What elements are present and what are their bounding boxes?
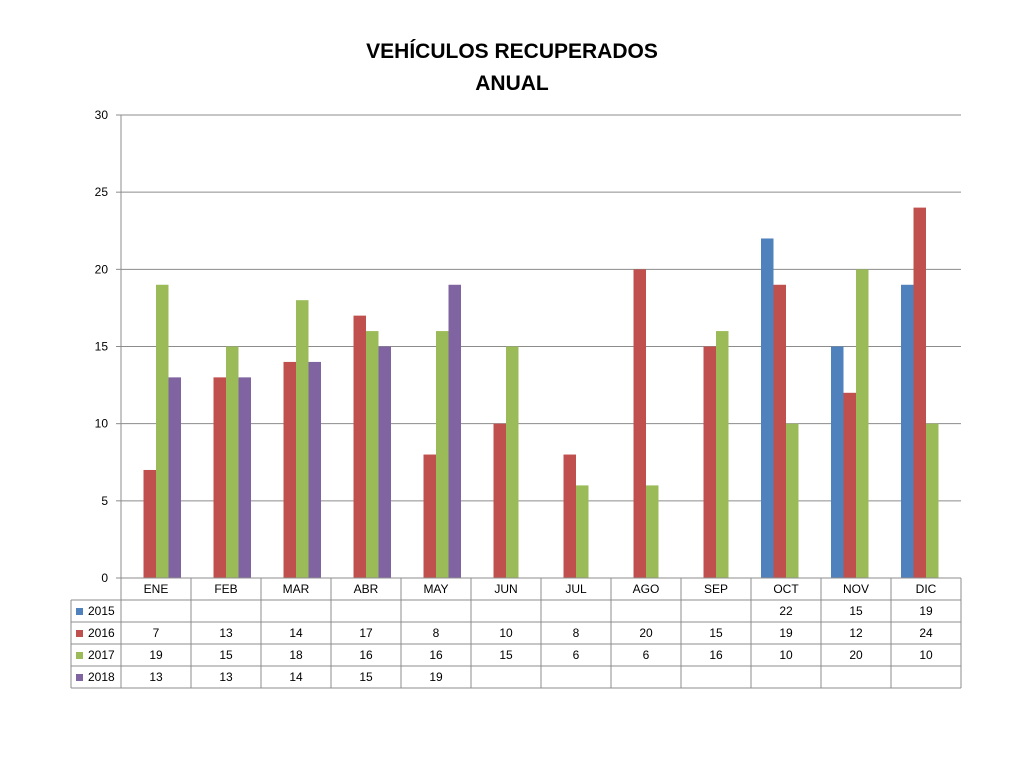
bar-2015-oct [761,238,774,578]
x-tick-label: ENE [144,582,169,596]
bar-2017-mar [296,300,309,578]
data-label: 14 [289,626,303,640]
chart-title-line-1: VEHÍCULOS RECUPERADOS [366,40,658,63]
data-label: 15 [359,670,373,684]
data-label: 15 [499,648,513,662]
bar-2017-abr [366,331,379,578]
bar-2016-mar [283,361,296,578]
x-tick-label: OCT [773,582,799,596]
x-tick-label: DIC [916,582,937,596]
legend-label: 2017 [88,648,115,662]
x-tick-label: MAR [283,582,310,596]
bar-2017-sep [716,331,729,578]
data-label: 10 [919,648,933,662]
data-label: 24 [919,626,933,640]
x-tick-label: ABR [354,582,379,596]
data-label: 19 [429,670,443,684]
data-label: 22 [779,604,793,618]
bar-2018-abr [378,346,391,578]
legend-label: 2018 [88,670,115,684]
bar-2018-ene [168,377,181,578]
x-tick-label: NOV [843,582,869,596]
chart-title-line-2: ANUAL [475,72,549,95]
bar-2015-nov [831,346,844,578]
legend-label: 2015 [88,604,115,618]
y-tick-label: 15 [95,340,109,354]
data-label: 10 [779,648,793,662]
y-tick-label: 5 [101,494,108,508]
data-label: 20 [639,626,653,640]
y-tick-label: 25 [95,185,109,199]
data-label: 20 [849,648,863,662]
x-tick-label: AGO [633,582,660,596]
bar-2016-ene [143,469,156,578]
bar-2016-nov [843,392,856,578]
data-label: 19 [149,648,163,662]
data-label: 16 [429,648,443,662]
bar-2016-abr [353,315,366,578]
y-tick-label: 0 [101,571,108,585]
data-label: 10 [499,626,513,640]
legend-label: 2016 [88,626,115,640]
data-label: 13 [149,670,163,684]
bar-2017-may [436,331,449,578]
data-label: 6 [573,648,580,662]
data-label: 8 [573,626,580,640]
y-tick-label: 30 [95,108,109,122]
data-label: 15 [709,626,723,640]
bar-2015-dic [901,284,914,578]
bar-2017-jul [576,485,589,578]
bar-2018-mar [308,361,321,578]
bar-2016-ago [633,269,646,578]
bar-2017-ene [156,284,169,578]
data-label: 16 [709,648,723,662]
data-label: 6 [643,648,650,662]
data-label: 15 [219,648,233,662]
bar-2017-dic [926,423,939,578]
data-label: 8 [433,626,440,640]
data-label: 12 [849,626,863,640]
bar-2016-oct [773,284,786,578]
legend-key-2015 [76,608,83,615]
bar-2016-sep [703,346,716,578]
y-tick-label: 20 [95,262,109,276]
x-tick-label: MAY [423,582,448,596]
x-tick-label: JUN [494,582,517,596]
bar-2017-oct [786,423,799,578]
bar-2016-may [423,454,436,578]
bar-2016-jun [493,423,506,578]
data-label: 13 [219,626,233,640]
data-label: 19 [919,604,933,618]
data-label: 15 [849,604,863,618]
bar-2016-dic [913,207,926,578]
bar-2017-feb [226,346,239,578]
data-label: 14 [289,670,303,684]
x-tick-label: FEB [214,582,237,596]
x-tick-label: JUL [565,582,587,596]
legend-key-2016 [76,630,83,637]
bar-2016-feb [213,377,226,578]
legend-key-2018 [76,674,83,681]
data-label: 16 [359,648,373,662]
data-label: 7 [153,626,160,640]
bar-2017-ago [646,485,659,578]
bar-2017-nov [856,269,869,578]
data-label: 13 [219,670,233,684]
bar-2018-feb [238,377,251,578]
bar-2018-may [448,284,461,578]
x-tick-label: SEP [704,582,728,596]
bar-2017-jun [506,346,519,578]
bar-2016-jul [563,454,576,578]
y-tick-label: 10 [95,417,109,431]
data-label: 17 [359,626,373,640]
data-label: 18 [289,648,303,662]
data-label: 19 [779,626,793,640]
legend-key-2017 [76,652,83,659]
